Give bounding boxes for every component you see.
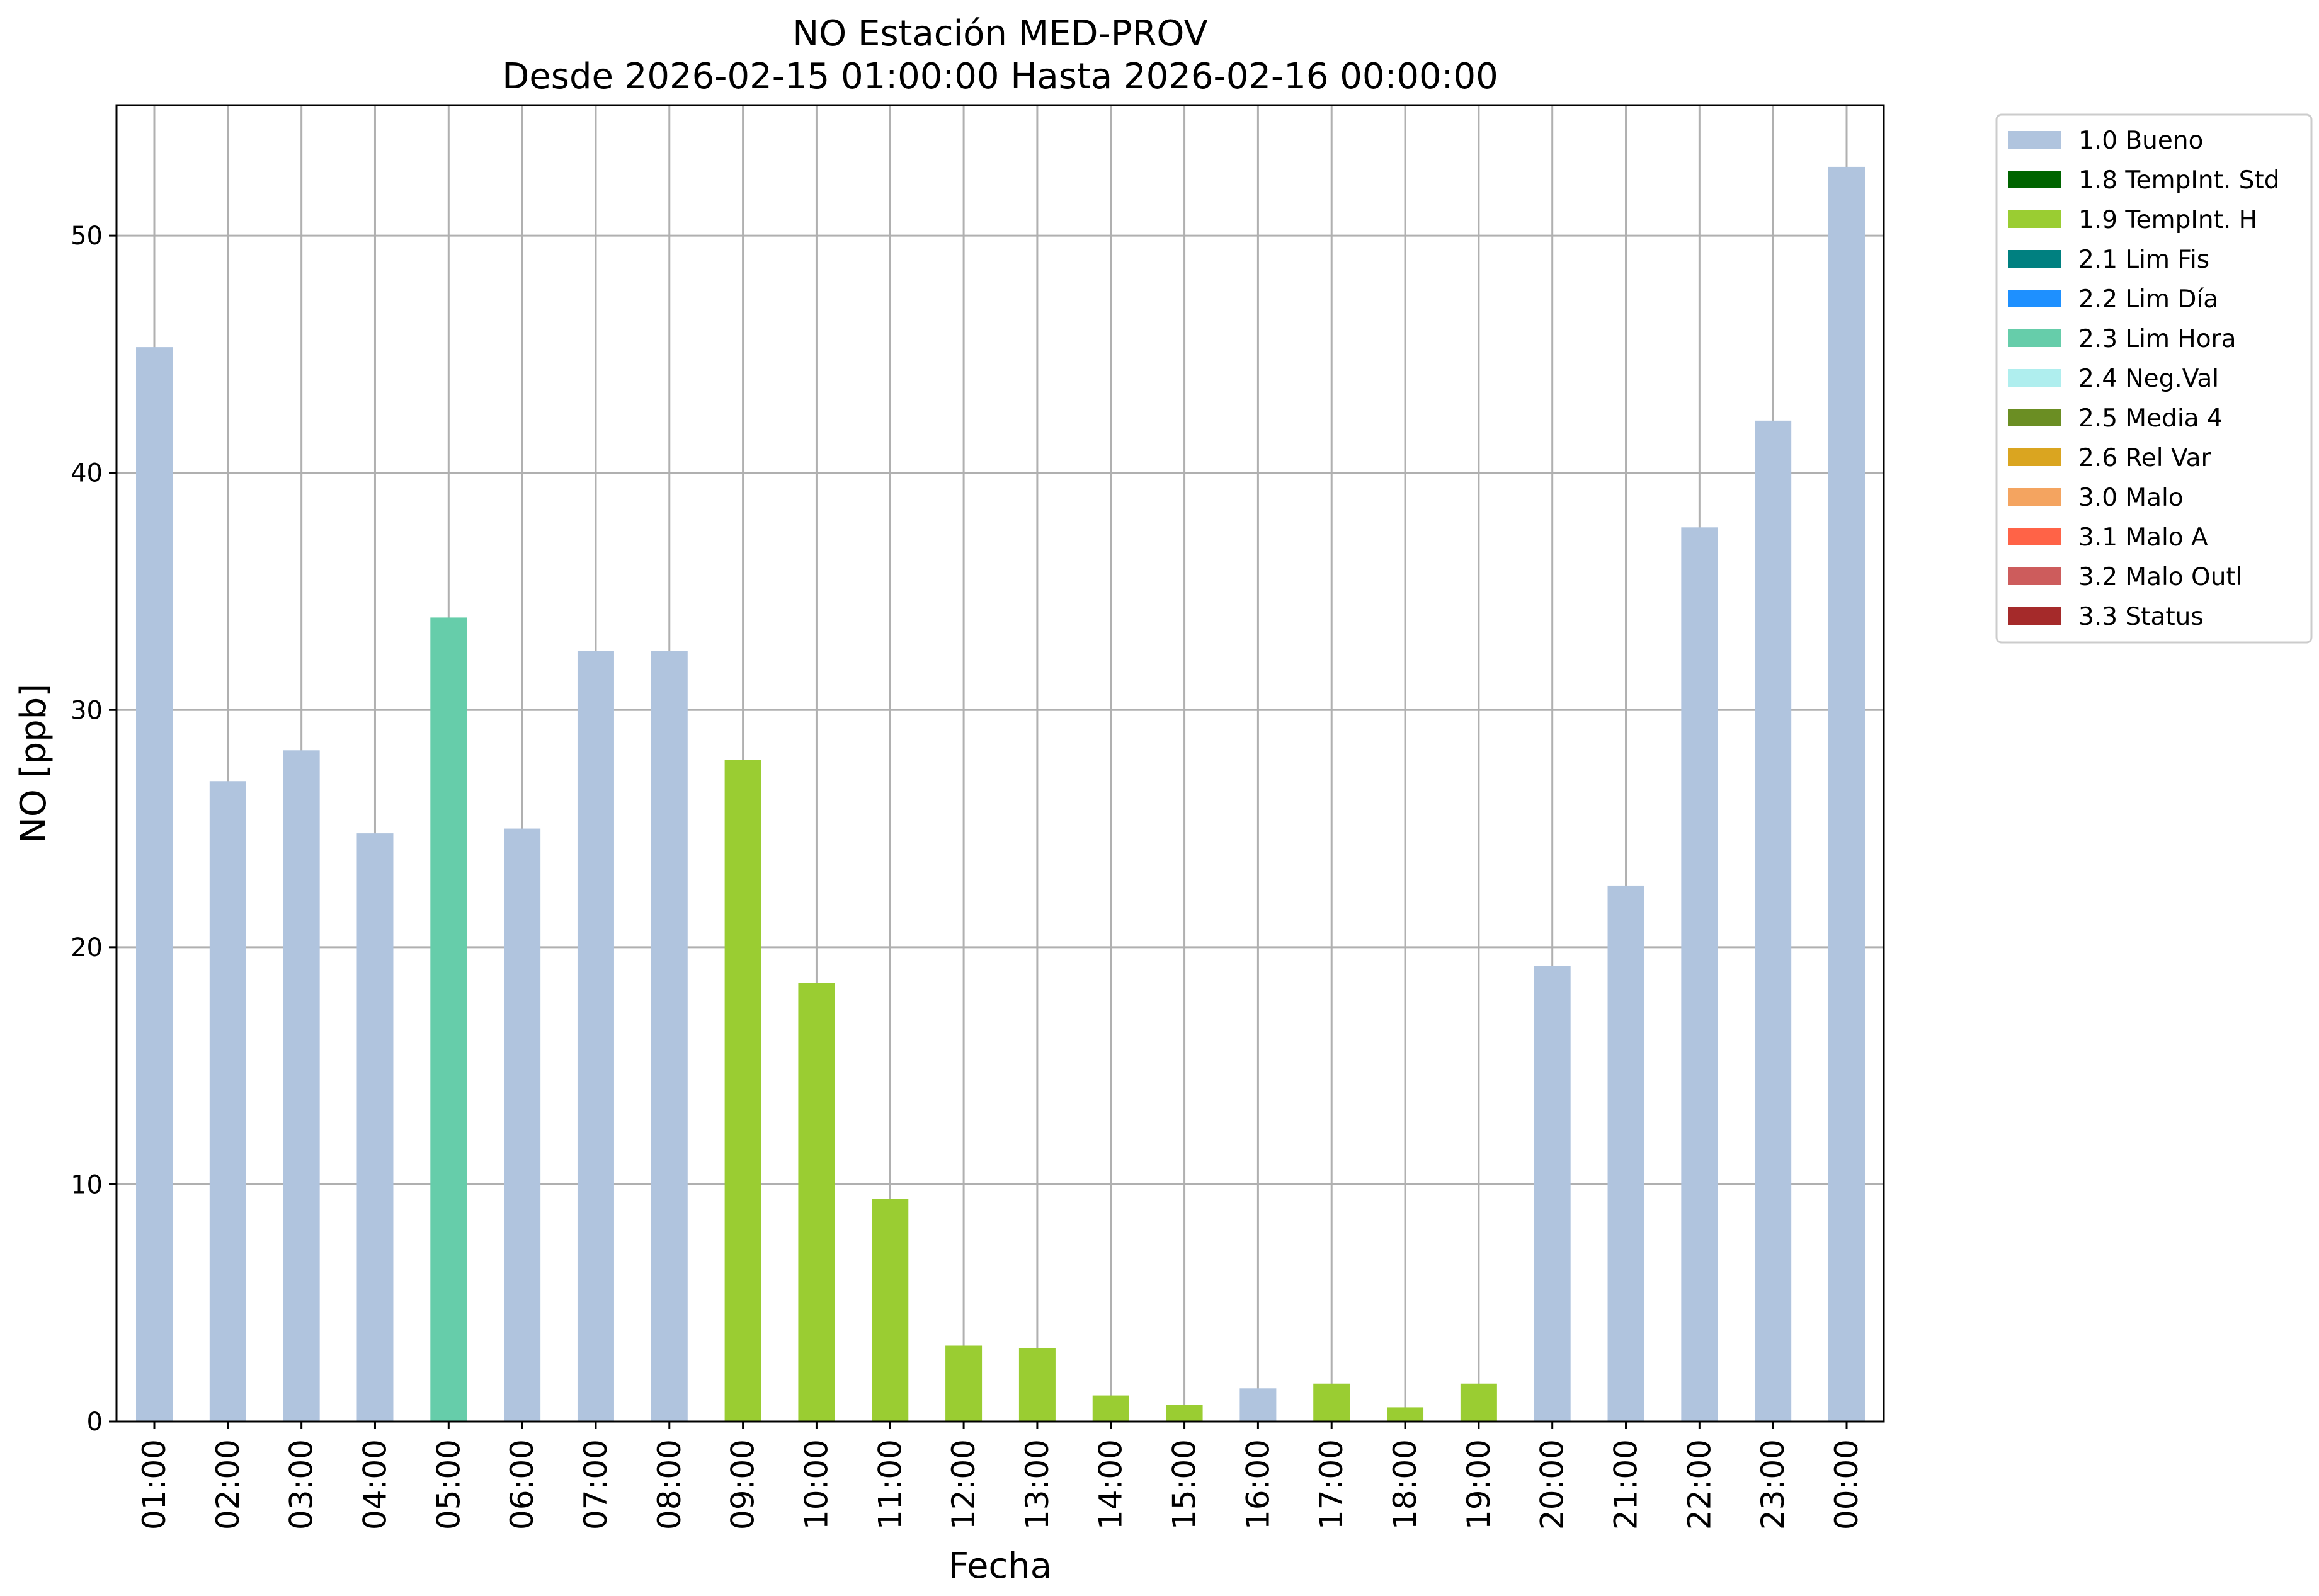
legend-label: 2.3 Lim Hora xyxy=(2078,325,2236,353)
y-axis-ticks: 0 10 20 30 40 50 xyxy=(71,222,117,1437)
x-tick-label: 21:00 xyxy=(1608,1439,1644,1530)
bar-0000 xyxy=(1828,166,1865,1422)
x-tick-label: 16:00 xyxy=(1239,1439,1276,1530)
x-tick-label: 17:00 xyxy=(1313,1439,1350,1530)
bar-1500 xyxy=(1166,1405,1203,1422)
x-tick-label: 03:00 xyxy=(283,1439,320,1530)
legend-label: 3.0 Malo xyxy=(2078,484,2184,512)
legend-swatch xyxy=(2008,131,2061,149)
legend-label: 2.6 Rel Var xyxy=(2078,444,2212,472)
bar-0900 xyxy=(724,760,761,1422)
x-tick-label: 08:00 xyxy=(651,1439,688,1530)
y-axis-label: NO [ppb] xyxy=(13,683,54,843)
legend-label: 3.2 Malo Outl xyxy=(2078,563,2243,591)
legend: 1.0 Bueno 1.8 TempInt. Std 1.9 TempInt. H 2… xyxy=(1995,113,2313,644)
legend-swatch xyxy=(2008,210,2061,228)
legend-label: 1.8 TempInt. Std xyxy=(2078,166,2279,195)
x-tick-label: 02:00 xyxy=(210,1439,246,1530)
legend-swatch xyxy=(2008,567,2061,585)
bar-1200 xyxy=(945,1345,983,1422)
bar-0800 xyxy=(651,651,688,1422)
legend-swatch xyxy=(2008,250,2061,268)
legend-swatch xyxy=(2008,329,2061,347)
legend-label: 1.0 Bueno xyxy=(2078,127,2203,155)
y-tick-label: 50 xyxy=(71,222,103,251)
legend-swatch xyxy=(2008,448,2061,466)
bar-2100 xyxy=(1607,885,1644,1422)
legend-swatch xyxy=(2008,409,2061,426)
legend-label: 3.3 Status xyxy=(2078,603,2204,631)
legend-swatch xyxy=(2008,369,2061,387)
y-tick-label: 30 xyxy=(71,696,103,725)
bar-0100 xyxy=(136,347,173,1422)
x-tick-label: 01:00 xyxy=(136,1439,173,1530)
bar-1800 xyxy=(1387,1407,1424,1422)
bar-0500 xyxy=(430,617,467,1422)
bar-0700 xyxy=(577,651,614,1422)
x-axis-ticks: 01:00 02:00 03:00 04:00 05:00 06:00 07:00 08:00… xyxy=(136,1422,1865,1530)
bar-1600 xyxy=(1239,1388,1277,1422)
x-tick-label: 18:00 xyxy=(1387,1439,1423,1530)
legend-swatch xyxy=(2008,528,2061,545)
bar-2300 xyxy=(1755,420,1792,1422)
x-tick-label: 06:00 xyxy=(504,1439,540,1530)
bars xyxy=(136,166,1865,1422)
bar-0400 xyxy=(356,833,394,1422)
legend-label: 3.1 Malo A xyxy=(2078,523,2208,552)
x-tick-label: 00:00 xyxy=(1828,1439,1865,1530)
legend-swatch xyxy=(2008,171,2061,188)
plot-frame xyxy=(115,104,1885,1423)
bar-1000 xyxy=(798,983,835,1422)
x-tick-label: 20:00 xyxy=(1534,1439,1571,1530)
legend-label: 2.4 Neg.Val xyxy=(2078,365,2219,393)
x-tick-label: 09:00 xyxy=(725,1439,761,1530)
x-tick-label: 15:00 xyxy=(1166,1439,1203,1530)
bar-1300 xyxy=(1018,1348,1056,1422)
x-tick-label: 12:00 xyxy=(945,1439,982,1530)
bar-1700 xyxy=(1313,1383,1350,1422)
legend-frame xyxy=(1995,113,2313,644)
bar-0200 xyxy=(209,781,246,1422)
y-tick-label: 10 xyxy=(71,1170,103,1199)
bar-2200 xyxy=(1681,527,1718,1422)
bar-1100 xyxy=(872,1199,909,1422)
bar-1400 xyxy=(1092,1395,1129,1422)
bar-2000 xyxy=(1534,966,1571,1422)
x-tick-label: 07:00 xyxy=(578,1439,614,1530)
legend-label: 2.2 Lim Día xyxy=(2078,285,2218,314)
bar-0300 xyxy=(283,750,320,1422)
legend-label: 2.5 Media 4 xyxy=(2078,404,2223,433)
bar-0600 xyxy=(504,828,541,1422)
bar-1900 xyxy=(1460,1383,1497,1422)
legend-swatch xyxy=(2008,488,2061,506)
legend-label: 2.1 Lim Fis xyxy=(2078,246,2209,274)
y-tick-label: 0 xyxy=(87,1408,103,1437)
legend-label: 1.9 TempInt. H xyxy=(2078,206,2257,234)
x-tick-label: 14:00 xyxy=(1093,1439,1129,1530)
chart-subtitle: Desde 2026-02-15 01:00:00 Hasta 2026-02-… xyxy=(502,56,1498,97)
x-tick-label: 13:00 xyxy=(1019,1439,1056,1530)
chart-title: NO Estación MED-PROV xyxy=(792,13,1208,54)
x-axis-label: Fecha xyxy=(949,1546,1052,1587)
x-tick-label: 05:00 xyxy=(430,1439,467,1530)
x-tick-label: 23:00 xyxy=(1755,1439,1791,1530)
legend-swatch xyxy=(2008,290,2061,307)
x-tick-label: 11:00 xyxy=(872,1439,908,1530)
y-tick-label: 20 xyxy=(71,933,103,962)
y-tick-label: 40 xyxy=(71,459,103,488)
x-tick-label: 22:00 xyxy=(1681,1439,1718,1530)
legend-swatch xyxy=(2008,607,2061,625)
x-tick-label: 10:00 xyxy=(798,1439,835,1530)
x-tick-label: 19:00 xyxy=(1461,1439,1497,1530)
x-tick-label: 04:00 xyxy=(356,1439,393,1530)
